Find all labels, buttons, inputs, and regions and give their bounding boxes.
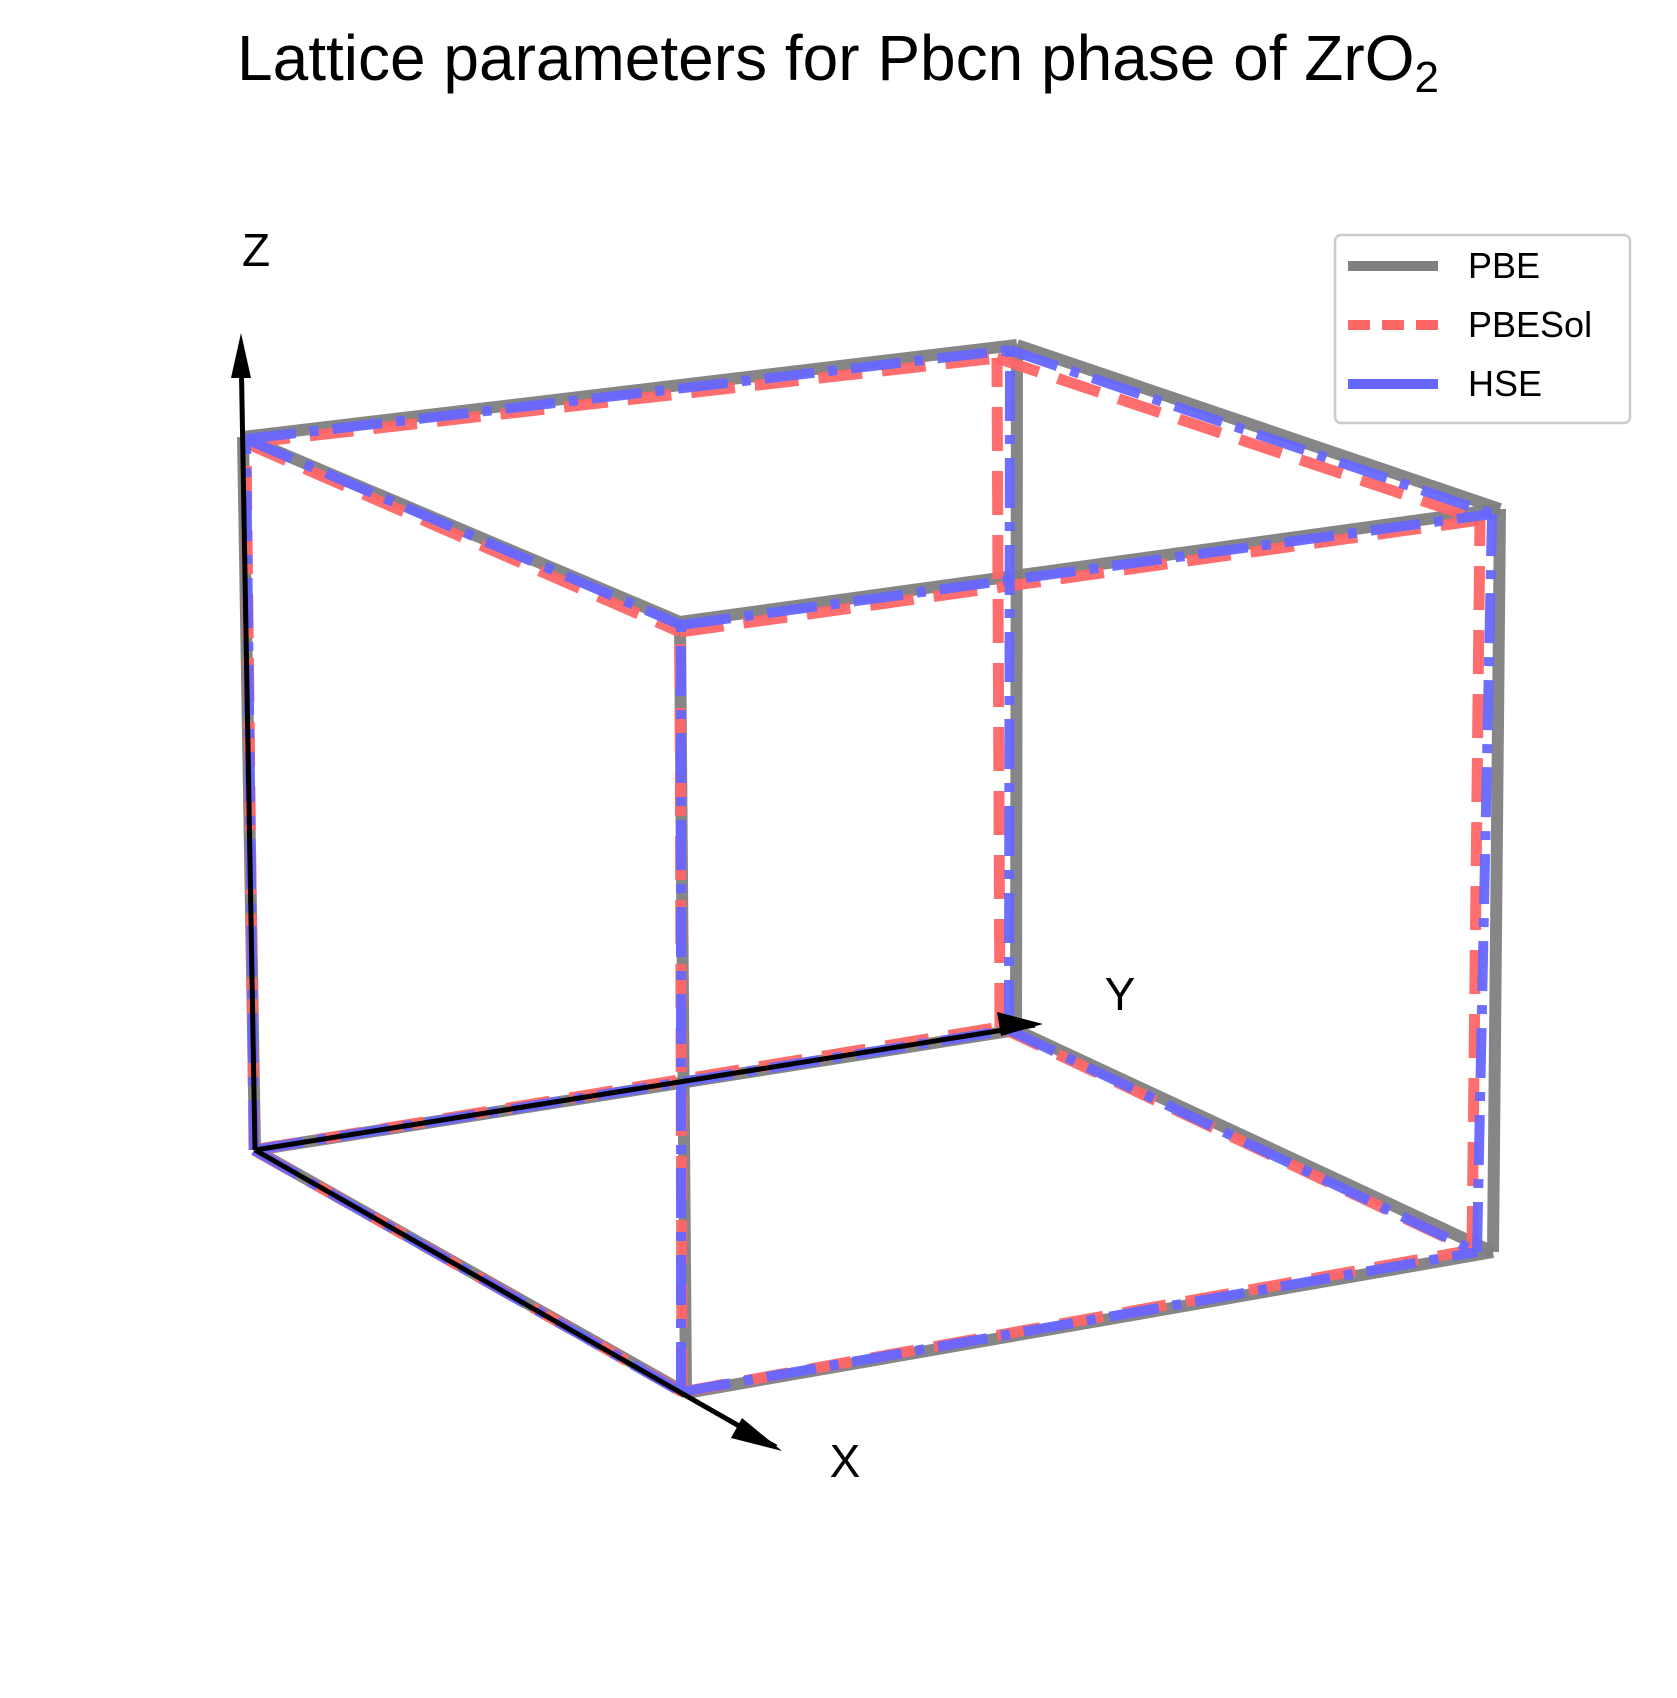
cube-pbe-edge-y-yz [1010,344,1023,1031]
cube-pbesol-edge-y-xy [997,1022,1475,1255]
cube-hse-edge-xz-xyz [680,509,1493,630]
cube-pbesol-edge-z-xz [243,437,683,638]
legend-items: PBE PBESol HSE [1348,245,1592,404]
lattice-cubes [237,339,1506,1399]
legend-label-pbe: PBE [1468,245,1540,286]
title-subscript: 2 [1414,53,1438,102]
legend-label-hse: HSE [1468,363,1542,404]
cube-pbe [237,339,1506,1399]
cube-pbesol-edge-xz-xyz [679,514,1481,638]
cube-hse-edge-x-xy [680,1247,1478,1397]
x-axis-arrowhead [731,1418,782,1451]
cube-pbe-edge-yz-xyz [1015,339,1502,515]
x-axis-arrow [253,1147,778,1450]
coordinate-axes: X Y Z [231,224,1135,1487]
y-axis-label: Y [1105,968,1136,1020]
legend: PBE PBESol HSE [1333,233,1632,425]
legend-label-pbesol: PBESol [1468,304,1592,345]
cube-hse-edge-z-yz [245,345,1011,444]
cube-hse [241,345,1497,1397]
figure-title: Lattice parameters for Pbcn phase of ZrO… [237,22,1439,102]
title-main: Lattice parameters for Pbcn phase of ZrO [237,22,1414,94]
cube-pbesol-edge-y-yz [991,357,1006,1028]
cube-pbe-edge-xy-xyz [1487,508,1506,1253]
x-axis-label: X [830,1435,861,1487]
z-axis-arrow [238,344,258,1151]
cube-hse-edge-z-xz [244,434,683,630]
z-axis-arrowhead [231,333,251,378]
legend-frame [1333,233,1632,425]
cube-hse-edge-y-yz [1004,349,1015,1031]
y-axis-arrowhead [997,1012,1043,1036]
cube-pbesol-edge-xy-xyz [1466,519,1486,1251]
y-axis-arrow [254,1022,1036,1153]
cube-pbesol-edge-yz-xyz [995,352,1482,526]
z-axis-label: Z [242,224,270,276]
cube-hse-edge-xy-xyz [1472,513,1497,1253]
